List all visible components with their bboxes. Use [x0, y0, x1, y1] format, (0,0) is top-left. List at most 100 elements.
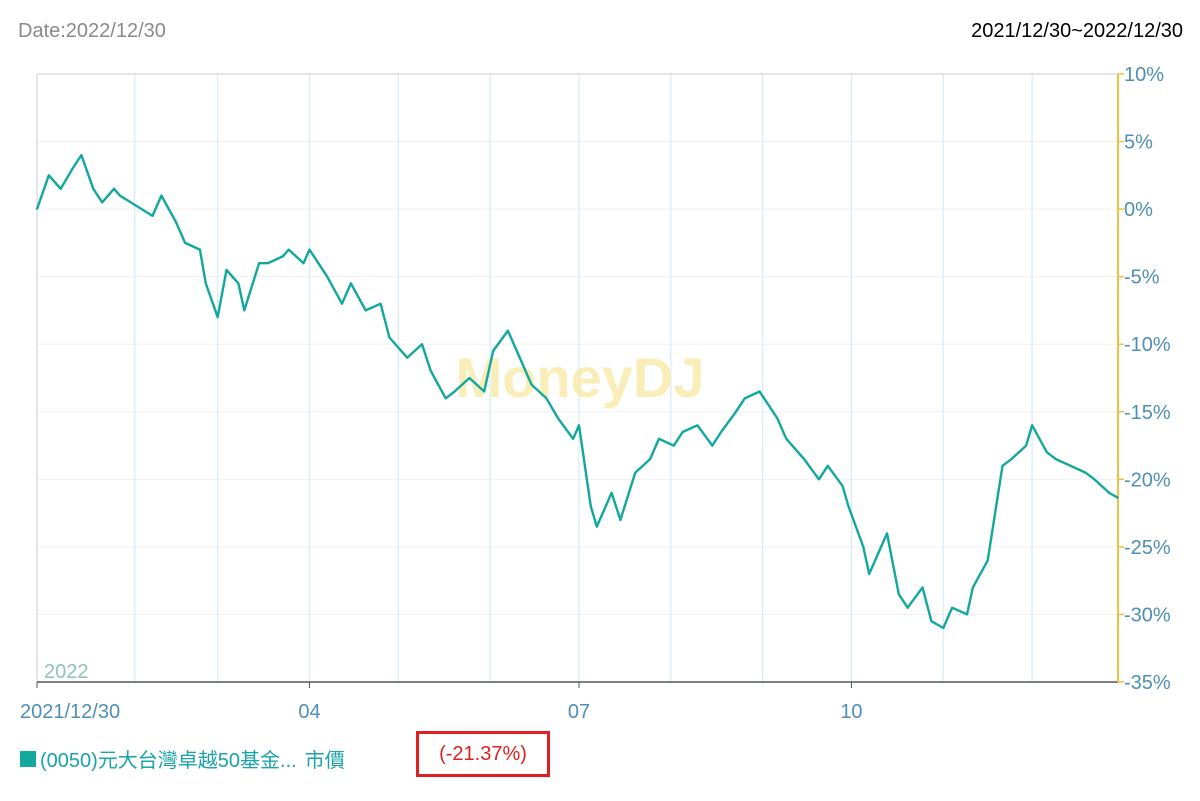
data-point: [862, 546, 865, 548]
data-point: [326, 275, 329, 278]
data-point: [216, 316, 219, 319]
vertical-gridlines: [134, 74, 1033, 682]
date-label: Date:2022/12/30: [18, 20, 166, 42]
data-point: [1001, 465, 1004, 467]
data-point: [302, 262, 305, 265]
data-point: [634, 471, 637, 474]
data-point: [1046, 451, 1048, 454]
data-point: [80, 154, 83, 156]
data-point: [444, 397, 447, 400]
data-point: [59, 188, 62, 190]
y-tick-label: -30%: [1124, 604, 1171, 626]
data-point: [258, 262, 260, 265]
data-point: [649, 458, 651, 460]
data-point: [906, 606, 909, 609]
data-point: [119, 194, 121, 197]
data-point: [1117, 497, 1119, 499]
data-point: [776, 417, 779, 420]
data-point: [379, 302, 382, 305]
data-point: [578, 424, 580, 427]
data-point: [966, 613, 968, 616]
data-point: [596, 525, 598, 528]
data-point: [175, 221, 177, 224]
data-point: [113, 188, 115, 190]
data-point: [673, 444, 675, 447]
data-point: [483, 390, 486, 393]
data-point: [199, 248, 201, 251]
data-point: [341, 302, 343, 305]
data-point: [516, 350, 518, 352]
data-point: [803, 458, 805, 460]
data-point: [237, 282, 240, 285]
data-point: [101, 201, 103, 204]
data-point: [507, 329, 509, 332]
data-point: [308, 248, 311, 251]
x-axis-ticks: 2021/12/30 04 07 10: [20, 682, 863, 723]
y-tick-label: -20%: [1124, 469, 1171, 491]
y-tick-label: -35%: [1124, 672, 1171, 694]
data-point: [530, 384, 533, 386]
data-point: [282, 255, 284, 258]
price-chart: MoneyDJ 2022 2021/12/30 04 07 10 10% 5% 0% -5%…: [20, 64, 1171, 723]
data-point: [886, 532, 888, 535]
data-point: [1010, 458, 1013, 460]
data-point: [841, 485, 844, 487]
y-axis-ticks: 10% 5% 0% -5% -10% -15% -20% -25% -30% -35%: [1118, 64, 1171, 694]
data-point: [930, 620, 933, 622]
legend-series-name: (0050)元大台灣卓越50基金...: [40, 750, 297, 772]
data-point: [430, 370, 432, 373]
data-point: [151, 215, 154, 217]
data-point: [468, 377, 471, 379]
data-point: [287, 248, 290, 251]
legend-swatch: [20, 750, 36, 767]
data-point: [711, 444, 714, 447]
data-point: [610, 492, 613, 494]
data-point: [986, 559, 989, 562]
data-point: [1108, 492, 1110, 494]
data-point: [847, 505, 850, 508]
y-tick-label: -25%: [1124, 537, 1171, 559]
data-point: [972, 586, 974, 589]
data-point: [406, 356, 409, 359]
data-point: [1025, 444, 1027, 447]
data-point: [48, 174, 50, 177]
data-point: [1055, 458, 1057, 460]
data-point: [388, 336, 391, 339]
data-point: [942, 627, 945, 629]
data-point: [720, 431, 722, 433]
data-point: [1069, 465, 1072, 467]
data-point: [572, 438, 574, 440]
series-points: [36, 154, 1119, 629]
y-tick-label: -10%: [1124, 334, 1171, 356]
data-point: [36, 208, 38, 210]
legend-price-type: 市價: [304, 750, 345, 772]
y-tick-label: -15%: [1124, 402, 1171, 424]
data-point: [160, 194, 163, 197]
data-point: [785, 438, 788, 440]
data-point: [1093, 478, 1096, 481]
x-tick-label: 10: [840, 701, 862, 723]
data-point: [1031, 424, 1033, 427]
x-tick-label: 07: [568, 701, 590, 723]
data-point: [619, 519, 622, 521]
data-point: [267, 262, 269, 265]
change-percent-box: (-21.37%): [416, 731, 550, 777]
data-point: [951, 606, 953, 609]
y-tick-label: 10%: [1124, 64, 1164, 86]
year-label: 2022: [44, 661, 89, 683]
date-range-label: 2021/12/30~2022/12/30: [971, 20, 1183, 42]
data-point: [364, 309, 367, 312]
data-point: [758, 390, 761, 393]
data-point: [92, 188, 95, 190]
data-point: [658, 438, 660, 440]
y-tick-label: 5%: [1124, 132, 1153, 154]
data-point: [590, 505, 592, 508]
y-tick-label: -5%: [1124, 267, 1160, 289]
data-point: [205, 282, 207, 285]
legend: (0050)元大台灣卓越50基金... 市價: [20, 744, 345, 773]
data-point: [696, 424, 699, 427]
data-point: [921, 586, 924, 589]
data-point: [225, 269, 228, 271]
data-point: [744, 397, 746, 400]
data-point: [350, 282, 352, 285]
